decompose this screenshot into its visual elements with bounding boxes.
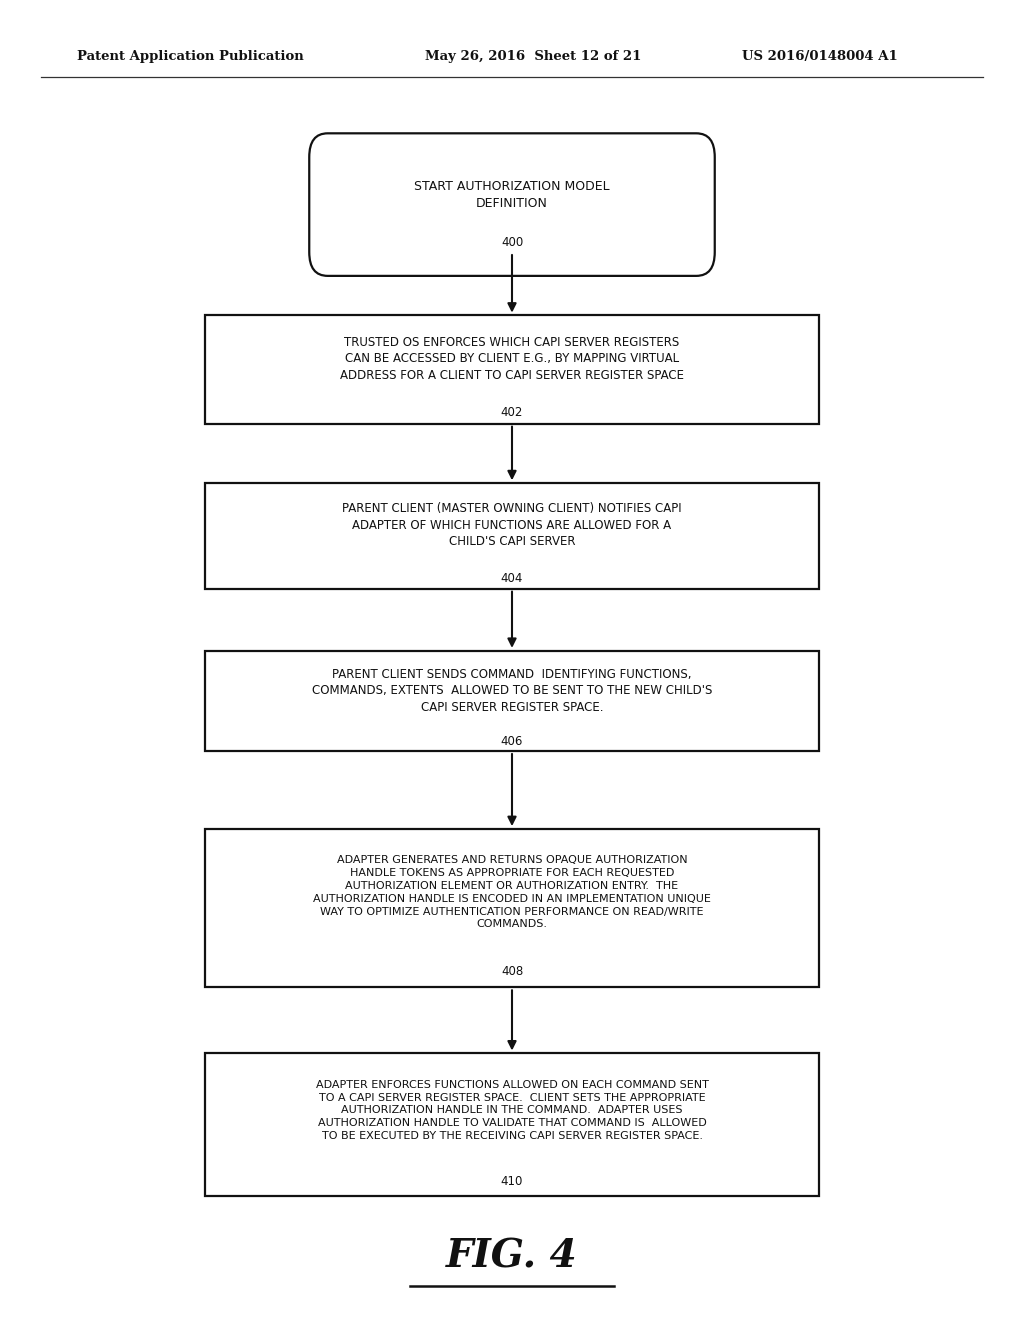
Text: 402: 402 xyxy=(501,407,523,420)
Text: FIG. 4: FIG. 4 xyxy=(446,1238,578,1275)
Bar xyxy=(205,315,819,424)
Text: PARENT CLIENT (MASTER OWNING CLIENT) NOTIFIES CAPI
ADAPTER OF WHICH FUNCTIONS AR: PARENT CLIENT (MASTER OWNING CLIENT) NOT… xyxy=(342,503,682,548)
Bar xyxy=(205,651,819,751)
Text: 400: 400 xyxy=(501,236,523,249)
Text: US 2016/0148004 A1: US 2016/0148004 A1 xyxy=(742,50,898,63)
Text: 404: 404 xyxy=(501,572,523,585)
Text: Patent Application Publication: Patent Application Publication xyxy=(77,50,303,63)
Bar xyxy=(205,829,819,987)
Bar xyxy=(205,483,819,589)
Text: TRUSTED OS ENFORCES WHICH CAPI SERVER REGISTERS
CAN BE ACCESSED BY CLIENT E.G., : TRUSTED OS ENFORCES WHICH CAPI SERVER RE… xyxy=(340,335,684,381)
Text: ADAPTER ENFORCES FUNCTIONS ALLOWED ON EACH COMMAND SENT
TO A CAPI SERVER REGISTE: ADAPTER ENFORCES FUNCTIONS ALLOWED ON EA… xyxy=(315,1080,709,1140)
FancyBboxPatch shape xyxy=(309,133,715,276)
Text: 410: 410 xyxy=(501,1175,523,1188)
Text: START AUTHORIZATION MODEL
DEFINITION: START AUTHORIZATION MODEL DEFINITION xyxy=(414,181,610,210)
Bar xyxy=(205,1053,819,1196)
Text: PARENT CLIENT SENDS COMMAND  IDENTIFYING FUNCTIONS,
COMMANDS, EXTENTS  ALLOWED T: PARENT CLIENT SENDS COMMAND IDENTIFYING … xyxy=(312,668,712,714)
Text: ADAPTER GENERATES AND RETURNS OPAQUE AUTHORIZATION
HANDLE TOKENS AS APPROPRIATE : ADAPTER GENERATES AND RETURNS OPAQUE AUT… xyxy=(313,855,711,929)
Text: 406: 406 xyxy=(501,734,523,747)
Text: 408: 408 xyxy=(501,965,523,978)
Text: May 26, 2016  Sheet 12 of 21: May 26, 2016 Sheet 12 of 21 xyxy=(425,50,641,63)
